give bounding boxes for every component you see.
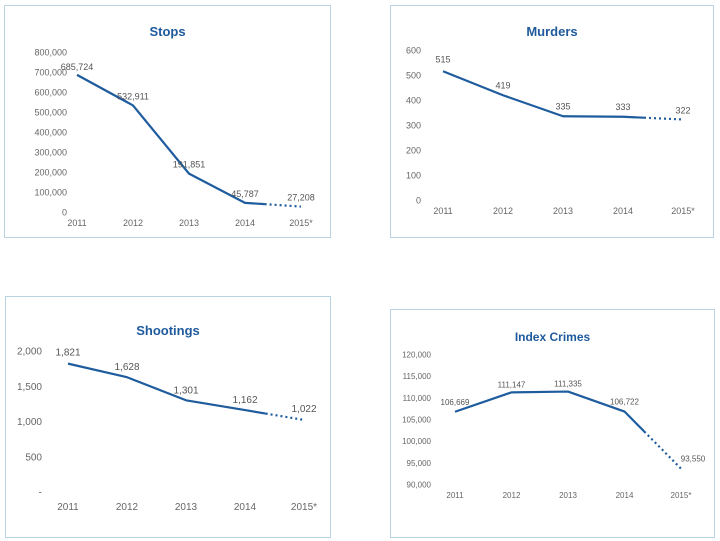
x-tick-label: 2015* (289, 218, 313, 228)
x-tick-label: 2013 (553, 206, 573, 216)
data-label: 27,208 (287, 193, 315, 203)
murders-chart: 0 100 200 300 400 500 600 2011 2012 2013 2014 2015*… (406, 46, 695, 217)
y-tick-label: 105,000 (402, 416, 431, 425)
y-tick-label: 600,000 (34, 88, 67, 98)
y-tick-label: 95,000 (407, 459, 432, 468)
y-tick-label: 100,000 (34, 188, 67, 198)
data-label: 685,724 (61, 62, 94, 72)
series-line-projected (264, 203, 302, 208)
x-tick-label: 2015* (671, 491, 692, 500)
y-tick-label: 500 (25, 452, 42, 463)
data-label: 322 (675, 106, 690, 116)
index-crimes-chart-panel: Index Crimes 90,000 95,000 100,000 105,000 1… (390, 309, 715, 538)
data-label: 1,301 (173, 385, 198, 396)
x-tick-label: 2011 (57, 502, 79, 513)
chart-title: Stops (149, 24, 186, 39)
chart-title: Index Crimes (514, 330, 591, 344)
y-tick-label: 110,000 (403, 394, 432, 403)
data-label: 106,669 (441, 398, 470, 407)
x-tick-label: 2011 (433, 206, 452, 216)
data-label: 532,911 (117, 91, 149, 101)
x-tick-label: 2014 (613, 206, 633, 216)
series-line (76, 73, 265, 206)
shootings-chart-panel: Shootings - 500 1,000 1,500 2,000 2011 2012 201… (5, 296, 331, 538)
y-tick-label: 1,000 (17, 417, 42, 428)
y-tick-label: 115,000 (403, 372, 432, 381)
y-tick-label: 300 (406, 121, 421, 131)
y-tick-label: 700,000 (34, 68, 67, 78)
y-tick-label: 0 (62, 208, 67, 218)
x-tick-label: 2014 (616, 491, 634, 500)
stops-chart: 0 100,000 200,000 300,000 400,000 500,000 600,… (34, 48, 315, 229)
index-crimes-chart: 90,000 95,000 100,000 105,000 110,000 115,000… (402, 351, 706, 501)
x-tick-label: 2013 (559, 491, 577, 500)
x-tick-label: 2011 (67, 218, 86, 228)
series-line (454, 390, 646, 433)
series-line-projected (643, 116, 684, 121)
y-tick-label: 800,000 (34, 48, 67, 58)
data-label: 515 (435, 54, 450, 64)
y-tick-label: 120,000 (402, 351, 431, 360)
murders-chart-panel: Murders 0 100 200 300 400 500 600 2011 2012 2013 2… (390, 5, 714, 238)
x-tick-label: 2013 (179, 218, 199, 228)
y-tick-label: 200 (406, 146, 421, 156)
x-tick-label: 2012 (493, 206, 513, 216)
x-tick-label: 2014 (235, 218, 255, 228)
data-label: 1,022 (291, 404, 316, 415)
data-label: 45,787 (231, 189, 259, 199)
data-label: 1,628 (114, 362, 139, 373)
data-label: 1,162 (232, 395, 257, 406)
data-label: 1,821 (55, 348, 80, 359)
x-tick-label: 2013 (175, 502, 198, 513)
y-tick-label: 200,000 (34, 168, 67, 178)
shootings-chart: - 500 1,000 1,500 2,000 2011 2012 2013 2014 2015*… (17, 347, 317, 514)
y-tick-label: 500,000 (34, 108, 67, 118)
y-tick-label: 100,000 (402, 437, 431, 446)
y-tick-label: 300,000 (34, 148, 67, 158)
y-tick-label: 400,000 (34, 128, 67, 138)
data-label: 93,550 (681, 455, 706, 464)
data-label: 106,722 (610, 398, 639, 407)
y-tick-label: 500 (406, 71, 421, 81)
stops-chart-panel: Stops 0 100,000 200,000 300,000 400,000 500,0… (4, 5, 331, 238)
x-tick-label: 2015* (291, 502, 317, 513)
y-tick-label: 600 (406, 46, 421, 56)
x-tick-label: 2014 (234, 502, 257, 513)
x-tick-label: 2012 (116, 502, 139, 513)
chart-title: Murders (526, 24, 578, 39)
x-tick-label: 2011 (446, 491, 464, 500)
x-tick-label: 2012 (123, 218, 143, 228)
data-label: 111,147 (498, 380, 526, 389)
data-label: 191,851 (173, 160, 206, 170)
y-tick-label: 100 (406, 171, 421, 181)
y-tick-label: - (39, 488, 42, 499)
y-tick-label: 400 (406, 96, 421, 106)
y-tick-label: 90,000 (407, 481, 432, 490)
series-line (442, 70, 645, 119)
y-tick-label: 0 (416, 196, 421, 206)
data-label: 111,335 (554, 380, 582, 389)
data-label: 333 (615, 102, 630, 112)
data-label: 335 (555, 101, 570, 111)
y-tick-label: 2,000 (17, 347, 42, 358)
series-line-projected (265, 412, 305, 422)
x-tick-label: 2012 (503, 491, 521, 500)
x-tick-label: 2015* (671, 206, 695, 216)
data-label: 419 (495, 80, 510, 90)
series-line (67, 362, 266, 415)
series-line-projected (643, 430, 682, 470)
y-tick-label: 1,500 (17, 382, 42, 393)
chart-title: Shootings (136, 323, 200, 338)
